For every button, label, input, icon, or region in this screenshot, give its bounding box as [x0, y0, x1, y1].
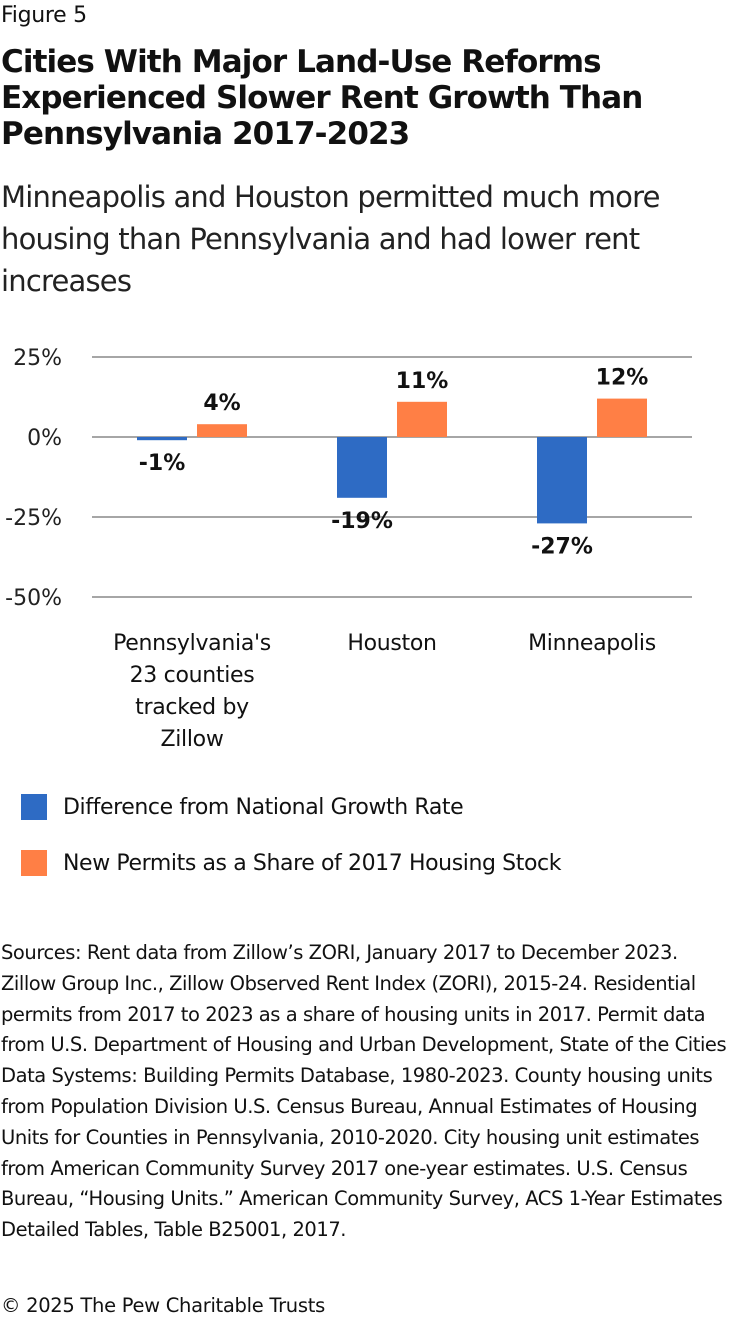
x-category-label: Houston	[292, 628, 492, 660]
data-label: -19%	[331, 509, 393, 534]
bars	[137, 398, 647, 524]
x-category-label-line: Pennsylvania's	[113, 631, 271, 656]
bar-permits	[397, 401, 447, 437]
chart-subtitle: Minneapolis and Houston permitted much m…	[1, 180, 660, 298]
legend-swatch-orange	[21, 850, 47, 876]
figure-label: Figure 5	[1, 3, 87, 28]
copyright: © 2025 The Pew Charitable Trusts	[1, 1294, 325, 1317]
gridlines	[92, 356, 692, 598]
x-category-label-line: 23 counties	[129, 663, 255, 688]
bar-chart: 25% 0% -25% -50% -1% 4% -19% 11% -27% 12%	[5, 346, 692, 611]
y-tick-label: 25%	[13, 346, 62, 371]
y-tick-label: 0%	[27, 426, 62, 451]
x-category-label-line: Minneapolis	[528, 631, 656, 656]
data-labels: -1% 4% -19% 11% -27% 12%	[139, 366, 649, 560]
legend-swatch-blue	[21, 794, 47, 820]
bar-permits	[597, 398, 647, 437]
legend-item-permits: New Permits as a Share of 2017 Housing S…	[21, 848, 561, 878]
bar-permits	[197, 424, 247, 437]
y-tick-label: -25%	[5, 506, 62, 531]
bar-difference	[537, 437, 587, 524]
legend-label: New Permits as a Share of 2017 Housing S…	[63, 850, 562, 876]
x-category-label: Pennsylvania's 23 counties tracked by Zillo…	[92, 628, 292, 756]
legend-label: Difference from National Growth Rate	[63, 794, 464, 820]
bar-difference	[337, 437, 387, 498]
x-category-label-line: Houston	[347, 631, 437, 656]
data-label: 12%	[596, 366, 649, 391]
legend-item-difference: Difference from National Growth Rate	[21, 792, 464, 822]
chart-title: Cities With Major Land-Use Reforms Exper…	[1, 44, 643, 152]
x-category-label-line: Zillow	[160, 727, 224, 752]
y-axis-ticks: 25% 0% -25% -50%	[5, 346, 62, 611]
bar-difference	[137, 437, 187, 441]
data-label: -27%	[531, 534, 593, 559]
data-label: -1%	[139, 451, 185, 476]
data-label: 11%	[396, 369, 449, 394]
x-category-label: Minneapolis	[492, 628, 692, 660]
y-tick-label: -50%	[5, 586, 62, 611]
data-label: 4%	[203, 391, 240, 416]
x-category-label-line: tracked by	[135, 695, 249, 720]
sources-note: Sources: Rent data from Zillow’s ZORI, J…	[1, 941, 727, 1242]
